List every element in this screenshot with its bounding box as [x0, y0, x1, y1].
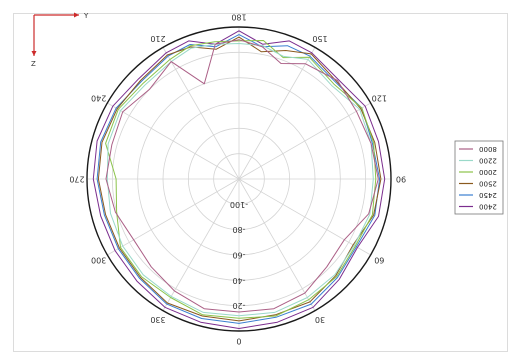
- angle-tick-label: 240: [91, 94, 106, 103]
- angle-tick-label: 300: [91, 256, 106, 265]
- grid-spoke: [162, 178, 240, 311]
- angle-tick-label: 30: [315, 315, 325, 324]
- angle-tick-label: 0: [236, 337, 241, 346]
- legend-box: [454, 140, 504, 215]
- axis-indicator: Y Z: [31, 12, 89, 68]
- legend-entry-label: 2400: [479, 203, 497, 211]
- grid-spoke: [238, 102, 371, 180]
- series-line: [105, 39, 379, 313]
- radial-tick-labels: -100 -80 -60 -40 -20: [230, 200, 248, 310]
- grid-spoke: [238, 178, 371, 256]
- grid-spoke: [107, 178, 240, 256]
- angle-tick-label: 60: [374, 256, 384, 265]
- angle-tick-labels: 0 30 60 90 120 150 180 210 240 270 300 330: [69, 13, 406, 346]
- y-axis-letter: Y: [83, 12, 89, 20]
- radial-tick-label: -60: [232, 251, 245, 260]
- radial-tick-label: -100: [230, 200, 248, 209]
- radial-tick-label: -40: [232, 276, 245, 285]
- angle-tick-label: 120: [372, 94, 387, 103]
- angle-tick-label: 150: [312, 34, 327, 43]
- outer-ring: [86, 26, 392, 332]
- angle-tick-label: 180: [231, 13, 246, 22]
- angle-tick-label: 210: [150, 34, 165, 43]
- angle-tick-label: 270: [69, 175, 84, 184]
- angle-tick-label: 330: [150, 315, 165, 324]
- series-line: [106, 43, 374, 317]
- radial-tick-label: -20: [232, 301, 245, 310]
- grid-spoke: [238, 47, 316, 180]
- series-line: [92, 30, 386, 329]
- series-lines: [92, 30, 386, 329]
- legend-entry-label: 2000: [479, 168, 497, 176]
- polar-grid: [86, 26, 392, 332]
- series-line: [96, 34, 381, 324]
- grid-spoke: [162, 47, 240, 180]
- y-arrowhead-icon: [74, 12, 79, 18]
- z-arrowhead-icon: [31, 51, 37, 56]
- angle-tick-label: 90: [396, 175, 406, 184]
- grid-spoke: [107, 102, 240, 180]
- legend: 8000 2200 2000 2500 2450 2400: [454, 140, 504, 215]
- grid-spoke: [238, 178, 316, 311]
- z-axis-letter: Z: [31, 60, 36, 68]
- radial-tick-label: -80: [232, 225, 245, 234]
- legend-entry-label: 2500: [479, 180, 497, 188]
- legend-entry-label: 8000: [479, 145, 497, 153]
- legend-entry-label: 2200: [479, 157, 497, 165]
- legend-entry-label: 2450: [479, 191, 497, 199]
- plot-frame: [13, 13, 508, 352]
